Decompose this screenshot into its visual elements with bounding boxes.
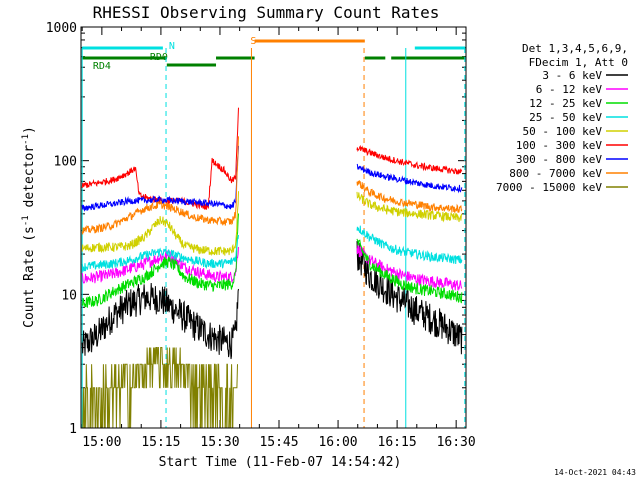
series-line (81, 107, 463, 210)
chart-title: RHESSI Observing Summary Count Rates (93, 3, 440, 22)
series-path (356, 238, 463, 304)
series-path (356, 144, 463, 175)
timeline-annotation: S (250, 36, 256, 47)
y-tick-label: 1 (69, 422, 77, 437)
legend-label: 12 - 25 keV (529, 97, 602, 110)
ylabel-sup1: -1 (21, 215, 31, 226)
x-tick-label: 15:30 (200, 435, 239, 450)
timeline-annotation: N (169, 41, 175, 52)
y-tick-label: 10 (61, 288, 77, 303)
series-line (81, 225, 463, 272)
legend-label: 25 - 50 keV (529, 111, 602, 124)
legend-label: 3 - 6 keV (542, 69, 602, 82)
x-axis-title: Start Time (11-Feb-07 14:54:42) (159, 455, 402, 470)
legend-label: 7000 - 15000 keV (496, 181, 602, 194)
x-tick-label: 15:00 (82, 435, 121, 450)
legend-label: 800 - 7000 keV (509, 167, 602, 180)
ylabel-sup2: -1 (21, 134, 31, 145)
series-path (356, 241, 463, 355)
x-tick-label: 16:30 (437, 435, 476, 450)
x-tick-label: 16:00 (318, 435, 357, 450)
ylabel-main: Count Rate (s (22, 226, 37, 328)
y-tick-label: 1000 (46, 21, 77, 36)
legend: Det 1,3,4,5,6,9,FDecim 1, Att 03 - 6 keV… (496, 42, 628, 194)
series-path (81, 136, 239, 235)
series-path (82, 347, 238, 429)
x-tick-label: 15:15 (141, 435, 180, 450)
series-line (81, 241, 463, 360)
legend-label: 50 - 100 keV (523, 125, 603, 138)
x-tick-label: 16:15 (378, 435, 417, 450)
ylabel-end: ) (22, 126, 37, 134)
timeline-annotation: RD4 (93, 61, 111, 72)
series-path (81, 213, 239, 308)
y-tick-label: 100 (54, 155, 77, 170)
legend-label: 300 - 800 keV (516, 153, 602, 166)
plot-area: 1 10 100 1000 15:00 15:15 15:30 15:45 16:00 16:15… (46, 21, 476, 450)
series-path (356, 163, 463, 194)
legend-label: 6 - 12 keV (536, 83, 603, 96)
legend-header: FDecim 1, Att 0 (529, 56, 628, 69)
series-line (81, 244, 463, 291)
series-path (356, 244, 463, 291)
legend-label: 100 - 300 keV (516, 139, 602, 152)
series-path (81, 145, 239, 212)
legend-header: Det 1,3,4,5,6,9, (522, 42, 628, 55)
ylabel-mid: detector (22, 145, 37, 216)
series-path (81, 246, 239, 284)
y-axis-title: Count Rate (s-1 detector-1) (21, 126, 37, 328)
series-path (81, 282, 239, 360)
series-line (81, 213, 463, 308)
series-line (81, 145, 463, 212)
series-path (356, 191, 463, 223)
series-path (81, 107, 239, 210)
timeline-annotation: RD0 (150, 52, 168, 63)
series-line (81, 191, 463, 256)
series-path (81, 235, 239, 272)
x-tick-label: 15:45 (259, 435, 298, 450)
svg-text:Count Rate (s-1 detector-1): Count Rate (s-1 detector-1) (21, 126, 37, 328)
plot-frame (80, 26, 467, 429)
series-path (356, 180, 463, 213)
series-line (81, 136, 463, 235)
footer-timestamp: 14-Oct-2021 04:43 (554, 468, 636, 477)
series-path (81, 191, 239, 256)
series-path (356, 225, 463, 265)
series-line (82, 347, 238, 429)
